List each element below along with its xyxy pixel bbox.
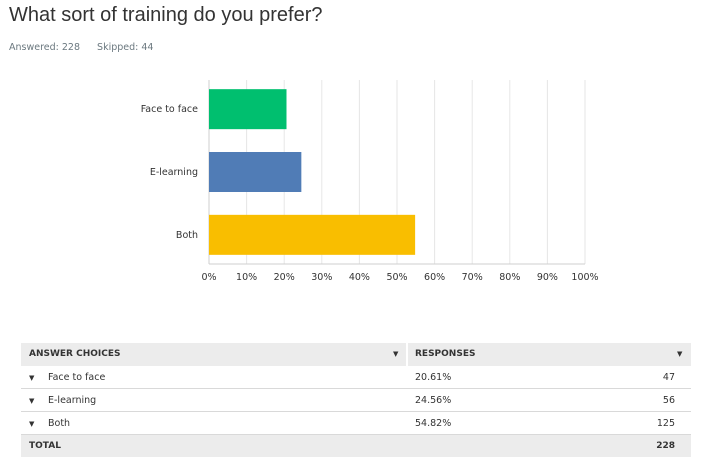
answer-choice: E-learning: [48, 395, 97, 406]
x-tick-label: 0%: [201, 272, 216, 283]
x-tick-label: 10%: [236, 272, 257, 283]
column-divider: [406, 343, 408, 366]
table-row: ▼ Both 54.82% 125: [21, 412, 691, 435]
expand-caret-icon[interactable]: ▼: [29, 397, 35, 405]
responses-table: ANSWER CHOICES ▼ RESPONSES ▼ ▼ Face to f…: [21, 343, 691, 457]
x-tick-label: 90%: [537, 272, 558, 283]
bar: [209, 152, 302, 192]
sort-caret-icon[interactable]: ▼: [677, 350, 683, 358]
x-tick-label: 100%: [571, 272, 598, 283]
response-summary: Answered: 228 Skipped: 44: [9, 42, 167, 53]
question-title: What sort of training do you prefer?: [9, 4, 323, 26]
x-tick-label: 80%: [499, 272, 520, 283]
expand-caret-icon[interactable]: ▼: [29, 374, 35, 382]
response-percent: 54.82%: [415, 418, 452, 429]
x-tick-label: 50%: [386, 272, 407, 283]
bar: [209, 89, 287, 130]
expand-caret-icon[interactable]: ▼: [29, 420, 35, 428]
total-count: 228: [656, 441, 675, 451]
x-tick-label: 20%: [274, 272, 295, 283]
response-percent: 20.61%: [415, 372, 452, 383]
category-label: E-learning: [150, 167, 198, 178]
x-tick-label: 60%: [424, 272, 445, 283]
answer-choice: Both: [48, 418, 71, 429]
table-header: ANSWER CHOICES ▼ RESPONSES ▼: [21, 343, 691, 366]
x-tick-label: 30%: [311, 272, 332, 283]
response-count: 47: [662, 372, 675, 383]
response-count: 56: [662, 395, 675, 406]
sort-caret-icon[interactable]: ▼: [393, 350, 399, 358]
x-tick-label: 70%: [462, 272, 483, 283]
bar: [209, 214, 416, 255]
table-row: ▼ Face to face 20.61% 47: [21, 366, 691, 389]
bar-chart: 0% 10% 20% 30% 40% 50% 60% 70% 80% 90% 100% Face to…: [141, 80, 599, 283]
table-row: ▼ E-learning 24.56% 56: [21, 389, 691, 412]
answer-choices-header[interactable]: ANSWER CHOICES: [29, 349, 121, 359]
total-row: TOTAL 228: [21, 435, 691, 457]
answer-choice: Face to face: [48, 372, 106, 383]
total-label: TOTAL: [29, 441, 61, 451]
skipped-count: Skipped: 44: [97, 42, 154, 53]
response-count: 125: [656, 418, 675, 429]
category-label: Face to face: [141, 104, 198, 115]
responses-header[interactable]: RESPONSES: [415, 349, 476, 359]
response-percent: 24.56%: [415, 395, 452, 406]
answered-count: Answered: 228: [9, 42, 81, 53]
category-label: Both: [176, 230, 198, 241]
x-tick-label: 40%: [349, 272, 370, 283]
